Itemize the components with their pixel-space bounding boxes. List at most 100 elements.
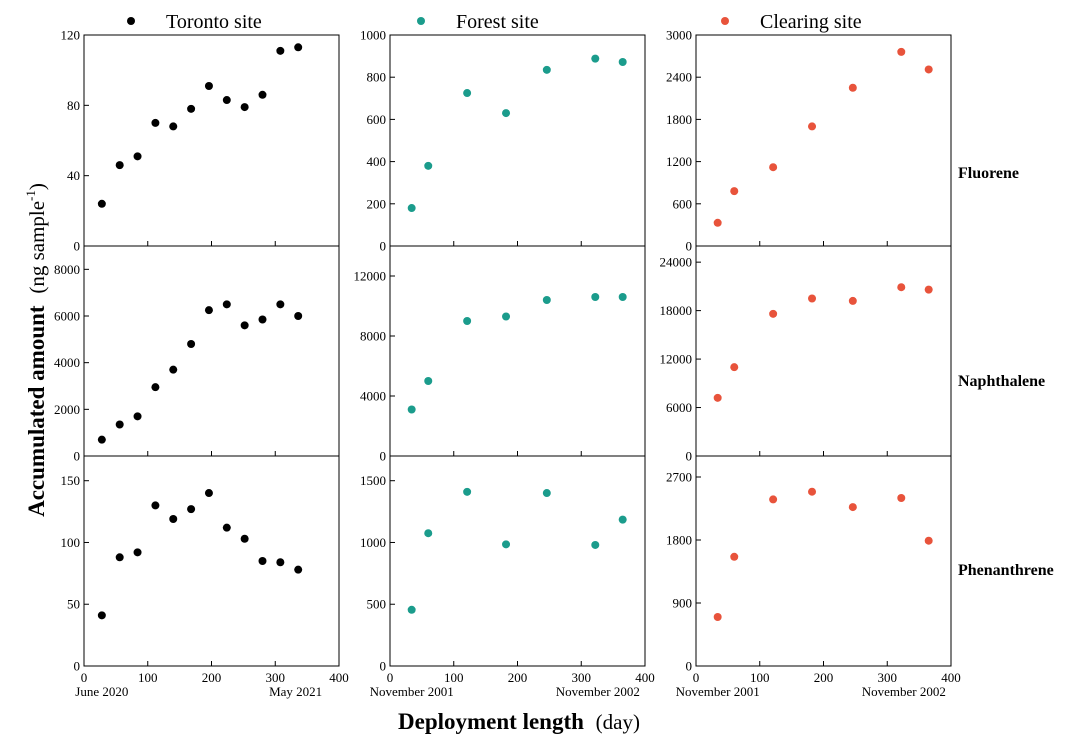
- panel-naphthalene-forest-site: 0 4000 8000 12000: [354, 245, 646, 464]
- legend-marker-clearing-site: [721, 17, 729, 25]
- panel-frame: [389, 34, 646, 247]
- data-point: [294, 565, 303, 574]
- data-point: [463, 89, 472, 98]
- panel-naphthalene-clearing-site: 0 6000 12000 18000 24000: [660, 245, 952, 464]
- compound-label-naphthalene: Naphthalene: [958, 373, 1045, 390]
- y-tick-label: 800: [367, 70, 387, 85]
- data-point: [133, 548, 142, 557]
- panel-frame: [83, 34, 340, 247]
- data-point: [151, 118, 160, 127]
- data-point: [897, 283, 906, 292]
- legend-item-forest-site: Forest site: [417, 11, 539, 33]
- x-tick-label: 200: [202, 670, 222, 685]
- data-point: [294, 43, 303, 52]
- panel-frame: [695, 245, 952, 457]
- panel-fluorene-forest-site: 0 200 400 600 800 1000: [360, 28, 646, 254]
- data-point: [258, 315, 267, 324]
- data-point: [115, 420, 124, 429]
- legend-label-clearing-site: Clearing site: [760, 11, 862, 33]
- x-tick-label: 300: [572, 670, 592, 685]
- y-axis-title-main: Accumulated amount: [24, 305, 49, 517]
- y-tick-label: 1800: [666, 112, 692, 127]
- legend-item-clearing-site: Clearing site: [721, 11, 862, 33]
- data-point: [240, 321, 249, 330]
- data-point: [463, 317, 472, 325]
- data-point: [502, 312, 511, 321]
- data-point: [713, 218, 722, 227]
- data-point: [463, 487, 472, 496]
- y-tick-label: 200: [367, 196, 387, 211]
- data-point: [769, 495, 778, 504]
- data-point: [502, 109, 511, 118]
- y-tick-label: 50: [67, 597, 80, 612]
- panel-fluorene-clearing-site: 0 600 1200 1800 2400 3000: [666, 28, 952, 254]
- data-point: [133, 412, 142, 421]
- y-axis-title: Accumulated amount (ng sample-1): [23, 183, 49, 517]
- y-tick-label: 8000: [360, 329, 386, 344]
- compound-label-fluorene: Fluorene: [958, 165, 1019, 182]
- data-point: [115, 553, 124, 562]
- data-point: [169, 122, 178, 131]
- data-point: [97, 611, 106, 620]
- data-point: [848, 83, 857, 92]
- data-point: [808, 294, 817, 303]
- x-axis-title-unit: (day): [596, 710, 640, 734]
- data-point: [133, 152, 142, 161]
- panel-frame: [389, 455, 646, 667]
- y-tick-label: 80: [67, 98, 80, 113]
- panel-frame: [83, 455, 340, 667]
- data-point: [848, 503, 857, 512]
- y-tick-label: 0: [686, 659, 693, 674]
- y-tick-label: 2400: [666, 70, 692, 85]
- data-point: [204, 489, 213, 498]
- legend-item-toronto-site: Toronto site: [127, 11, 262, 33]
- data-point: [769, 163, 778, 172]
- panel-naphthalene-toronto-site: 0 2000 4000 6000 8000: [54, 245, 340, 464]
- y-tick-label: 1500: [360, 473, 386, 488]
- data-point: [424, 377, 433, 385]
- data-point: [407, 204, 416, 213]
- x-axis-title: Deployment length (day): [398, 709, 640, 734]
- data-point: [258, 557, 267, 565]
- date-label: June 2020: [75, 684, 128, 699]
- y-tick-label: 0: [74, 449, 81, 464]
- data-point: [97, 435, 106, 444]
- y-tick-label: 600: [367, 112, 387, 127]
- y-tick-label: 4000: [54, 355, 80, 370]
- data-point: [222, 300, 231, 309]
- y-tick-label: 40: [67, 168, 80, 183]
- data-point: [169, 365, 178, 374]
- data-point: [204, 81, 213, 90]
- x-tick-label: 300: [266, 670, 286, 685]
- data-point: [407, 605, 416, 614]
- data-point: [204, 306, 213, 315]
- data-point: [542, 296, 551, 304]
- y-tick-label: 12000: [660, 352, 693, 367]
- y-tick-label: 100: [61, 535, 81, 550]
- y-tick-label: 3000: [666, 28, 692, 43]
- data-point: [618, 58, 627, 67]
- y-tick-label: 0: [380, 659, 387, 674]
- data-point: [294, 312, 303, 320]
- y-tick-label: 900: [673, 596, 693, 611]
- x-tick-label: 200: [814, 670, 834, 685]
- data-point: [848, 296, 857, 305]
- panel-frame: [695, 34, 952, 247]
- panel-frame: [695, 455, 952, 667]
- legend-label-toronto-site: Toronto site: [166, 11, 262, 33]
- y-tick-label: 120: [61, 28, 81, 43]
- x-tick-label: 100: [138, 670, 158, 685]
- data-point: [502, 540, 511, 549]
- y-tick-label: 0: [686, 449, 693, 464]
- x-tick-label: 400: [635, 670, 655, 685]
- legend-marker-toronto-site: [127, 17, 135, 25]
- x-tick-label: 0: [387, 670, 394, 685]
- data-point: [169, 515, 178, 523]
- y-tick-label: 18000: [660, 303, 693, 318]
- data-point: [808, 122, 817, 131]
- panel-phenanthrene-forest-site: 0 500 1000 1500 0 100 200 300 400 November 2001 No…: [360, 455, 655, 699]
- data-point: [222, 523, 231, 532]
- x-axis-title-main: Deployment length: [398, 709, 584, 734]
- data-point: [424, 529, 433, 538]
